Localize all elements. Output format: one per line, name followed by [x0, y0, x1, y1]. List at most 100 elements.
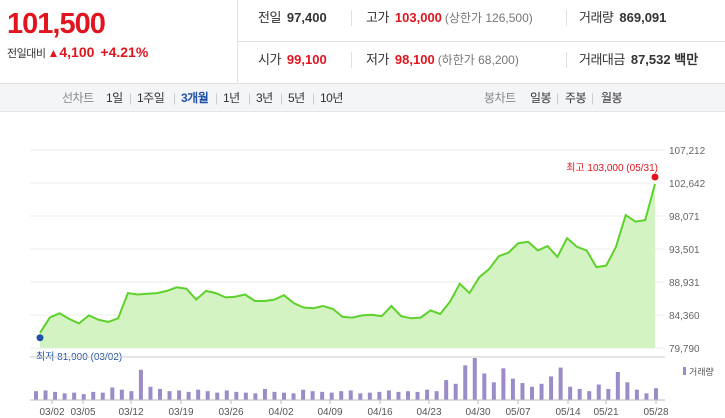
- volume-value: 869,091: [619, 10, 667, 25]
- volume-bar: [119, 389, 124, 400]
- volume-legend-swatch: [683, 367, 686, 375]
- y-tick-label: 88,931: [669, 278, 700, 289]
- x-tick-label: 04/02: [268, 407, 293, 418]
- change-row: 전일대비 ▲4,100 +4.21%: [7, 44, 148, 61]
- volume-bar: [615, 372, 620, 400]
- period-1y-tab[interactable]: 1년: [223, 91, 240, 105]
- open-label: 시가: [258, 52, 281, 67]
- volume-bar: [539, 383, 544, 400]
- divider: |: [280, 91, 283, 105]
- volume-bar: [100, 392, 105, 400]
- x-tick-label: 03/26: [218, 407, 243, 418]
- x-tick-label: 05/28: [643, 407, 668, 418]
- volume-bar: [320, 391, 325, 400]
- volume-bar: [253, 393, 258, 400]
- x-tick-label: 03/19: [168, 407, 193, 418]
- volume-bar: [472, 358, 477, 400]
- volume-legend: 거래량: [689, 366, 714, 377]
- period-1d-tab[interactable]: 1일: [106, 91, 123, 105]
- high-label: 고가: [366, 10, 389, 25]
- volume-bar: [339, 391, 344, 400]
- lower-limit: (하한가 68,200): [437, 53, 519, 67]
- volume-bar: [34, 391, 38, 400]
- x-tick-label: 03/02: [39, 407, 64, 418]
- up-arrow-icon: ▲: [47, 46, 60, 60]
- low-point: [36, 334, 44, 342]
- volume-bar: [310, 391, 315, 400]
- volume-bar: [196, 389, 201, 400]
- open-value: 99,100: [286, 52, 327, 67]
- period-10y-tab[interactable]: 10년: [320, 91, 343, 105]
- price-box: 101,500 전일대비 ▲4,100 +4.21%: [0, 0, 238, 84]
- high-point: [651, 173, 659, 181]
- open-cell: 시가 99,100: [258, 42, 327, 84]
- y-axis: 107,212 102,642 98,071 93,501 88,931 84,360 79…: [669, 146, 706, 355]
- volume-bar: [110, 387, 115, 400]
- change-percent: +4.21%: [100, 44, 149, 60]
- volume-bar: [291, 393, 296, 400]
- y-tick-label: 98,071: [669, 212, 700, 223]
- x-tick-label: 05/21: [593, 407, 618, 418]
- volume-bar: [262, 388, 267, 400]
- volume-bar: [425, 389, 430, 400]
- high-cell: 고가 103,000 (상한가 126,500): [366, 0, 533, 42]
- volume-bar: [224, 390, 229, 400]
- current-price: 101,500: [7, 8, 106, 40]
- change-label: 전일대비: [7, 48, 46, 60]
- volume-bar: [396, 391, 401, 400]
- volume-bar: [72, 392, 77, 400]
- volume-bar: [367, 392, 372, 400]
- volume-bar: [510, 378, 515, 400]
- high-value: 103,000: [394, 10, 442, 25]
- period-1w-tab[interactable]: 1주일: [137, 91, 165, 105]
- x-tick-label: 03/05: [70, 407, 95, 418]
- period-3m-tab[interactable]: 3개월: [181, 91, 209, 105]
- volume-bar: [186, 391, 191, 400]
- price-chart: 107,212 102,642 98,071 93,501 88,931 84,360 79…: [30, 146, 714, 418]
- volume-bar: [177, 390, 182, 400]
- divider: |: [591, 91, 594, 105]
- divider: |: [173, 91, 176, 105]
- volume-bar: [549, 376, 554, 400]
- volume-cell: 거래량 869,091: [579, 0, 666, 42]
- change-value: 4,100: [59, 44, 95, 60]
- volume-bar: [234, 391, 239, 400]
- period-5y-tab[interactable]: 5년: [288, 91, 305, 105]
- volume-bar: [434, 391, 439, 400]
- volume-bar: [282, 392, 286, 400]
- candle-chart-label: 봉차트: [484, 91, 516, 105]
- x-tick-label: 04/23: [416, 407, 441, 418]
- quote-row-1: 전일 97,400 고가 103,000 (상한가 126,500) 거래량 869,0…: [238, 0, 725, 42]
- volume-bar: [520, 383, 525, 400]
- y-tick-label: 102,642: [669, 179, 706, 190]
- volume-bar: [377, 391, 382, 400]
- volume-bar: [568, 386, 573, 400]
- prev-close-label: 전일: [258, 10, 281, 25]
- volume-bar: [53, 391, 58, 400]
- divider: |: [248, 91, 251, 105]
- volume-bar: [62, 393, 67, 400]
- volume-bar: [329, 392, 334, 400]
- volume-bar: [386, 390, 391, 400]
- volume-bar: [205, 391, 210, 400]
- volume-bar: [148, 386, 153, 400]
- volume-bar: [215, 392, 220, 400]
- divider: [566, 10, 567, 26]
- volume-bar: [654, 388, 658, 400]
- volume-bar: [587, 391, 592, 400]
- candle-monthly-tab[interactable]: 월봉: [601, 91, 623, 105]
- volume-bar: [444, 380, 449, 400]
- candle-weekly-tab[interactable]: 주봉: [565, 91, 587, 105]
- x-tick-label: 04/30: [465, 407, 490, 418]
- candle-daily-tab[interactable]: 일봉: [530, 91, 552, 105]
- volume-bar: [606, 388, 611, 400]
- upper-limit: (상한가 126,500): [444, 11, 533, 25]
- divider: [566, 52, 567, 68]
- divider: [351, 10, 352, 26]
- amount-label: 거래대금: [579, 52, 625, 67]
- volume-bars: [34, 358, 658, 400]
- x-axis: 03/02 03/05 03/12 03/19 03/26 04/02 04/09 04/16…: [39, 400, 669, 418]
- price-line: [39, 183, 656, 334]
- volume-bar: [634, 389, 639, 400]
- period-3y-tab[interactable]: 3년: [256, 91, 273, 105]
